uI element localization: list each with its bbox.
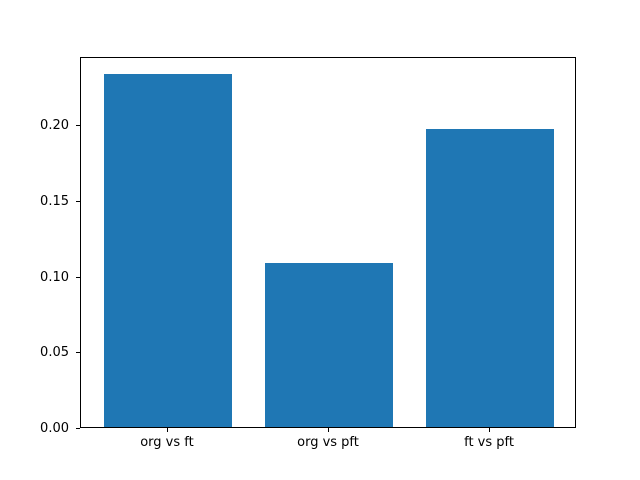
y-tick-label: 0.15 xyxy=(40,193,69,209)
x-tick-label: org vs ft xyxy=(140,435,194,450)
y-tick-mark xyxy=(76,200,80,202)
y-tick-mark xyxy=(76,352,80,354)
x-tick-mark xyxy=(166,428,168,432)
bar-1 xyxy=(103,74,233,427)
y-tick-label: 0.20 xyxy=(40,118,69,134)
x-tick-label: org vs pft xyxy=(297,435,359,450)
y-tick-mark xyxy=(76,125,80,127)
bar-2 xyxy=(264,263,394,427)
plot-area xyxy=(80,57,576,428)
bar-3 xyxy=(425,128,555,427)
y-tick-label: 0.05 xyxy=(40,345,69,361)
y-tick-mark xyxy=(76,276,80,278)
x-tick-mark xyxy=(328,428,329,432)
y-tick-mark xyxy=(76,428,80,429)
y-tick-label: 0.00 xyxy=(40,421,69,436)
x-tick-mark xyxy=(489,428,491,432)
y-tick-label: 0.10 xyxy=(40,269,69,285)
x-tick-label: ft vs pft xyxy=(464,435,514,450)
